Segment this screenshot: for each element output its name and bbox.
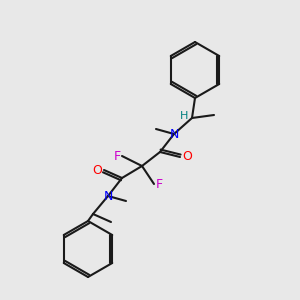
Text: F: F <box>155 178 163 190</box>
Text: O: O <box>92 164 102 176</box>
Text: O: O <box>182 151 192 164</box>
Text: F: F <box>113 149 121 163</box>
Text: H: H <box>180 111 188 121</box>
Text: N: N <box>103 190 113 202</box>
Text: N: N <box>169 128 179 140</box>
